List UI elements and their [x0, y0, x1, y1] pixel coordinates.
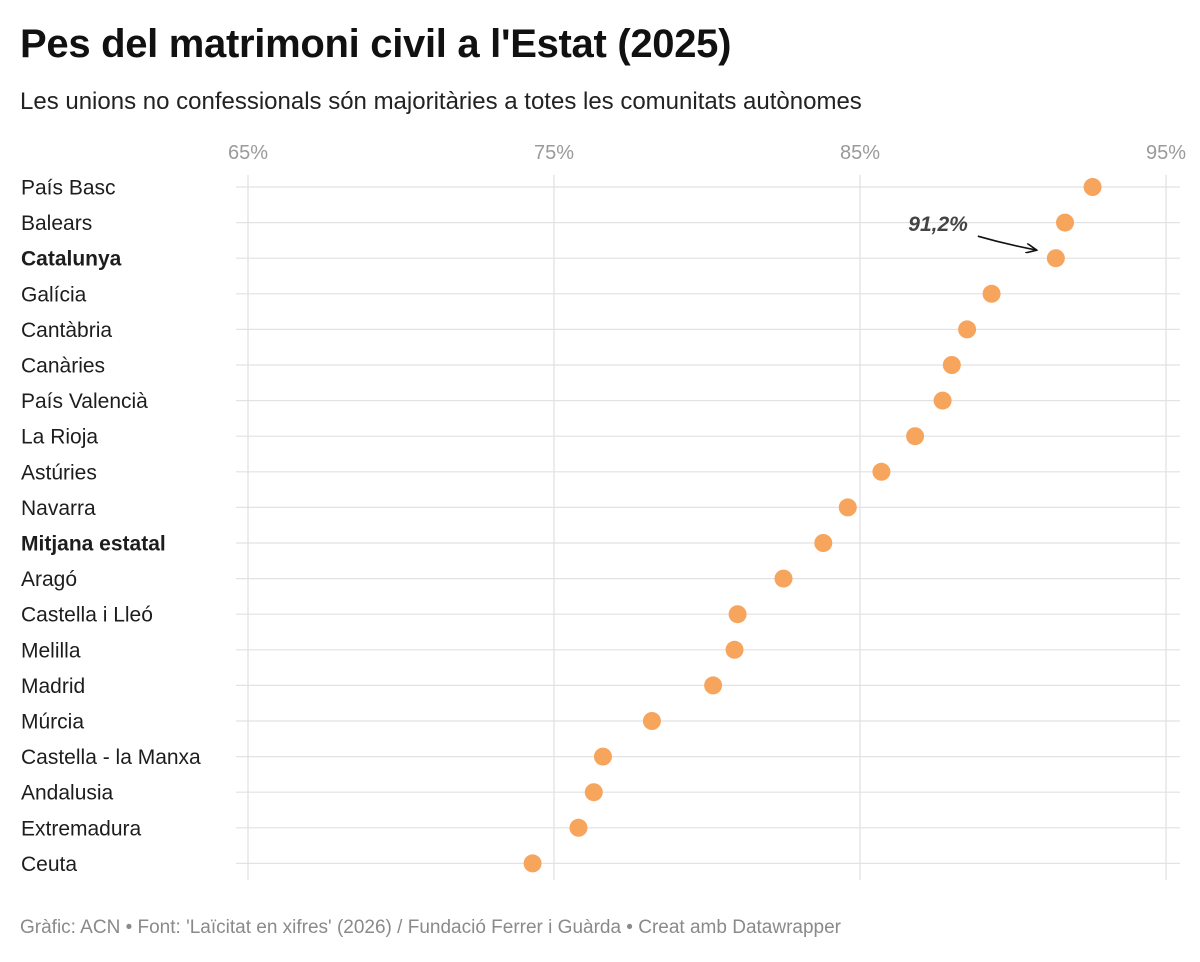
- data-point: [704, 676, 723, 695]
- data-point: [523, 854, 542, 873]
- category-label: Castella i Lleó: [21, 604, 153, 627]
- chart-subtitle: Les unions no confessionals són majorità…: [20, 88, 862, 115]
- category-label: Ceuta: [21, 853, 77, 876]
- x-axis-ticks: 65% 75% 85% 95%: [228, 142, 1186, 164]
- category-label: Navarra: [21, 497, 96, 520]
- data-point: [814, 534, 833, 552]
- category-label: País Valencià: [21, 390, 148, 413]
- x-tick-label: 85%: [840, 142, 880, 164]
- category-label: Balears: [21, 212, 92, 235]
- data-point: [1046, 249, 1065, 268]
- data-point: [593, 747, 612, 766]
- category-label: Canàries: [21, 355, 105, 378]
- data-points: [523, 178, 1102, 873]
- annotation-label: 91,2%: [908, 213, 968, 236]
- data-point: [569, 818, 588, 837]
- x-tick-label: 75%: [534, 142, 574, 164]
- data-point: [728, 605, 747, 624]
- x-tick-label: 95%: [1146, 142, 1186, 164]
- data-point: [642, 712, 661, 730]
- annotations: 91,2%: [908, 213, 1037, 250]
- chart-footer: Gràfic: ACN • Font: 'Laïcitat en xifres'…: [20, 917, 841, 938]
- category-label: Múrcia: [21, 711, 84, 734]
- category-label: La Rioja: [21, 426, 98, 449]
- data-point: [774, 569, 793, 588]
- data-point: [933, 391, 952, 410]
- category-label: Astúries: [21, 461, 97, 484]
- category-label: Andalusia: [21, 782, 114, 805]
- category-label: Extremadura: [21, 817, 142, 840]
- category-label: Cantàbria: [21, 319, 112, 342]
- category-label: Madrid: [21, 675, 85, 698]
- data-point: [584, 783, 603, 802]
- x-tick-label: 65%: [228, 142, 268, 164]
- category-label: Catalunya: [21, 248, 122, 271]
- data-point: [1056, 213, 1075, 232]
- annotation-arrow: [977, 235, 1037, 250]
- data-point: [725, 640, 744, 659]
- category-label: Aragó: [21, 568, 77, 591]
- category-label: País Basc: [21, 177, 116, 200]
- data-point: [1083, 178, 1102, 196]
- data-point: [958, 320, 977, 339]
- category-label: Castella - la Manxa: [21, 746, 201, 769]
- data-point: [838, 498, 857, 517]
- data-point: [982, 284, 1001, 303]
- data-point: [942, 356, 961, 374]
- data-point: [906, 427, 925, 446]
- data-point: [872, 462, 891, 481]
- chart-title: Pes del matrimoni civil a l'Estat (2025): [20, 22, 732, 66]
- category-label: Mitjana estatal: [21, 533, 166, 556]
- gridlines: [236, 175, 1180, 880]
- category-labels: País Basc Balears Catalunya Galícia Cantàbri…: [21, 177, 201, 876]
- category-label: Melilla: [21, 639, 81, 662]
- category-label: Galícia: [21, 283, 87, 306]
